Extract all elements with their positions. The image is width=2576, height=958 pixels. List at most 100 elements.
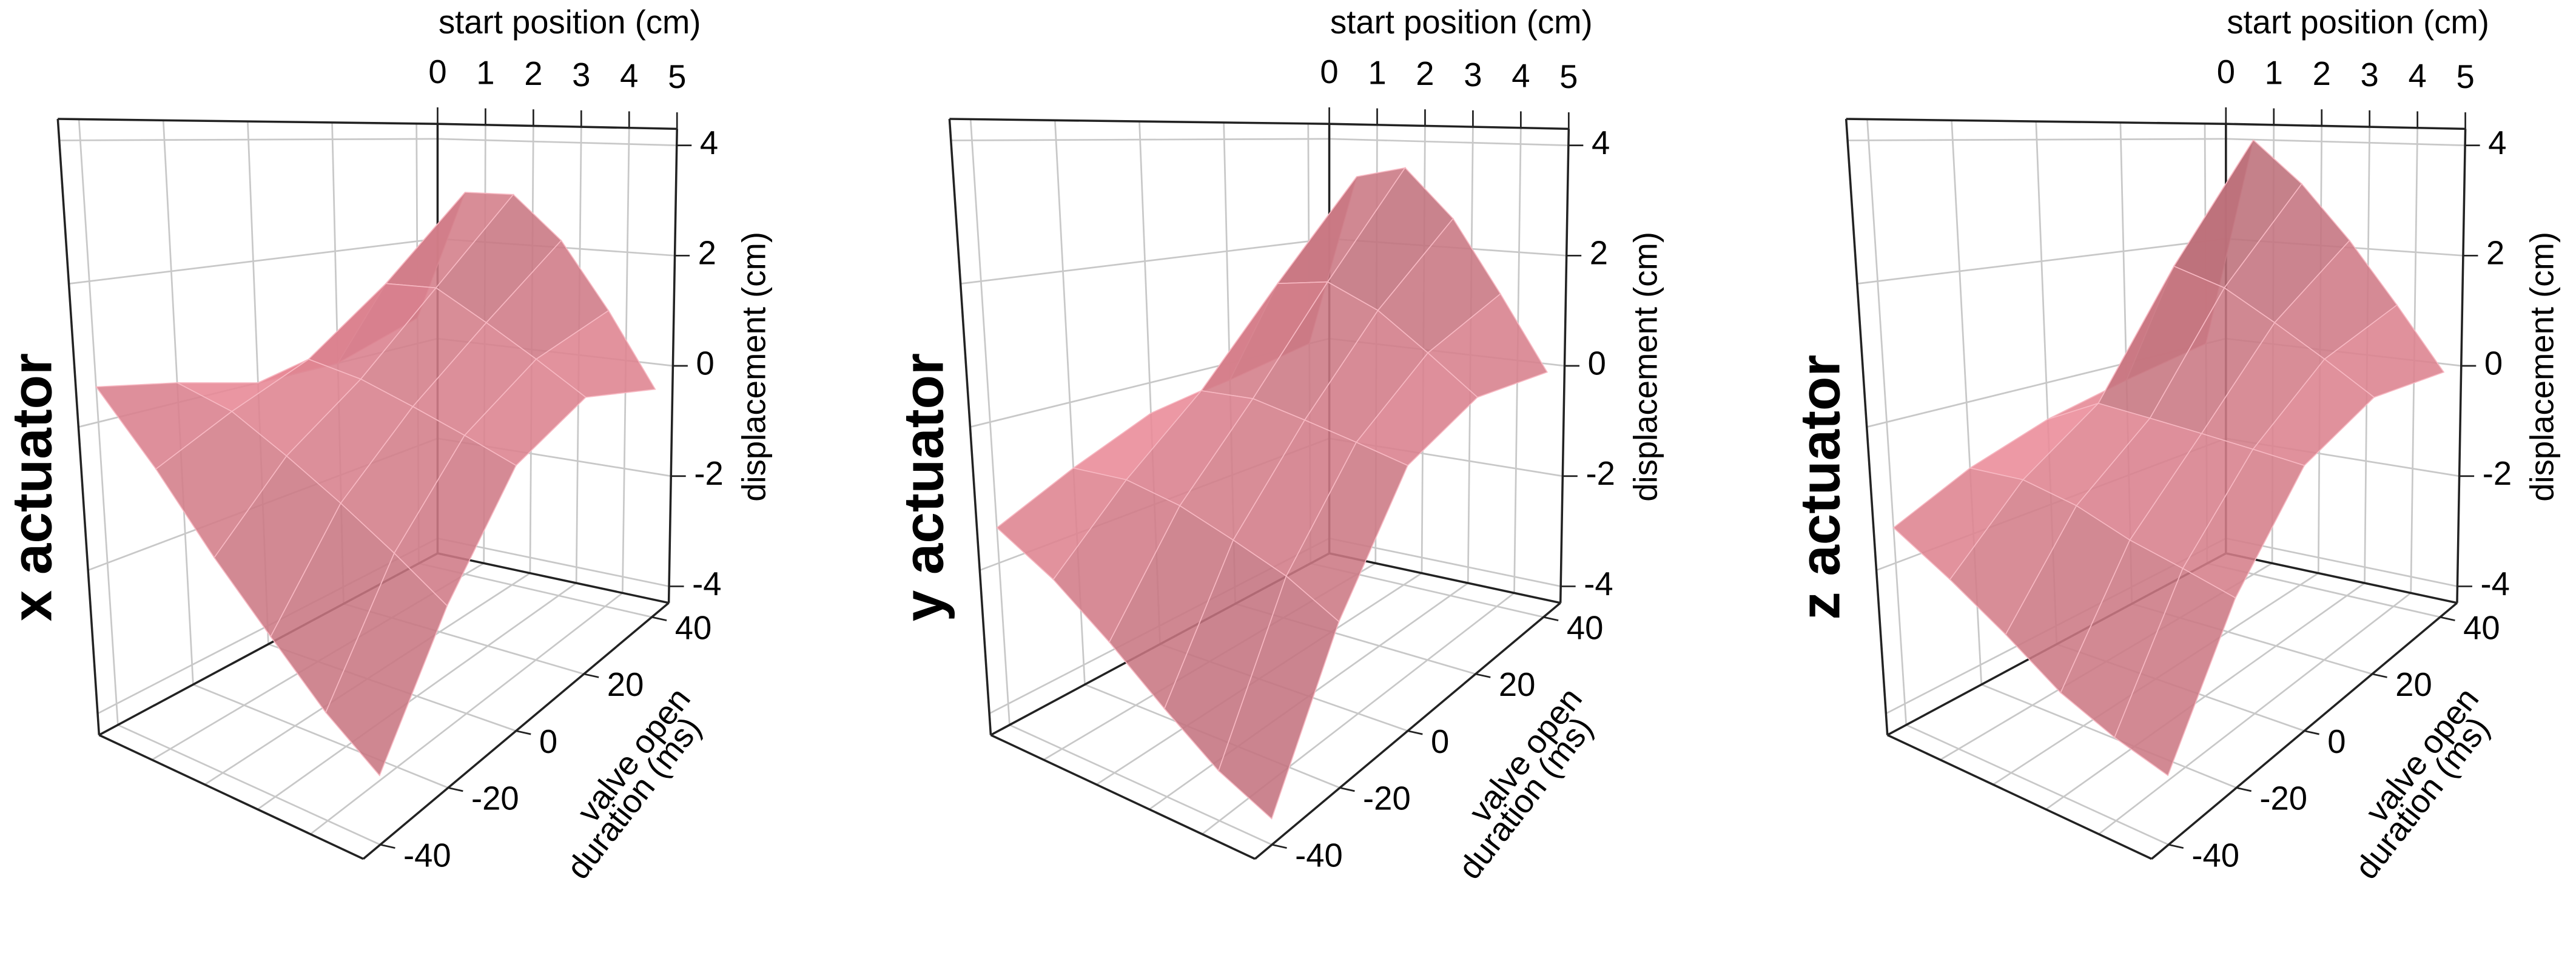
panel-title: z actuator xyxy=(1789,355,1852,620)
box-edge xyxy=(1329,123,1569,130)
z-tick-label: -2 xyxy=(2483,455,2512,492)
surface-patch xyxy=(1217,575,1340,820)
grid-line xyxy=(1329,138,1569,146)
x-tick-label: 1 xyxy=(1368,55,1386,92)
grid-line xyxy=(1866,119,1908,725)
x-axis-title: start position (cm) xyxy=(2227,4,2489,41)
surface-patch xyxy=(325,552,448,777)
z-tick-label: -2 xyxy=(694,455,723,492)
grid-line xyxy=(437,138,677,146)
z-axis-title: displacement (cm) xyxy=(1627,232,1664,502)
z-tick-label: 2 xyxy=(698,235,716,272)
x-tick-label: 3 xyxy=(1464,56,1482,93)
x-tick-label: 2 xyxy=(524,55,542,92)
tick-mark xyxy=(1271,843,1287,849)
z-tick-label: -2 xyxy=(1586,455,1615,492)
grid-line xyxy=(969,119,1011,725)
box-edge xyxy=(2225,123,2466,130)
z-tick-label: 4 xyxy=(2488,124,2506,161)
y-tick-label: 40 xyxy=(1567,609,1604,646)
panel-title: x actuator xyxy=(0,353,63,621)
z-tick-label: -4 xyxy=(2481,565,2510,602)
tick-mark xyxy=(516,730,531,735)
grid-line xyxy=(1906,724,2169,846)
grid-line xyxy=(78,119,119,725)
grid-line xyxy=(2225,138,2466,146)
y-tick-label: 40 xyxy=(675,609,712,646)
tick-mark xyxy=(583,673,599,678)
y-tick-label: 20 xyxy=(2395,666,2432,703)
box-edge xyxy=(1329,552,1561,604)
z-tick-label: 4 xyxy=(700,124,718,161)
y-tick-label: 0 xyxy=(1431,723,1449,760)
box-edge xyxy=(2225,552,2458,604)
y-tick-label: -40 xyxy=(403,837,451,874)
y-tick-label: 20 xyxy=(1499,666,1536,703)
tick-mark xyxy=(1407,730,1423,735)
tick-mark xyxy=(380,843,395,849)
box-edge xyxy=(437,123,678,130)
tick-mark xyxy=(1339,787,1355,792)
x-tick-label: 5 xyxy=(668,58,686,95)
grid-line xyxy=(117,724,381,846)
grid-line xyxy=(2225,537,2458,587)
y-tick-label: -40 xyxy=(2191,837,2239,874)
z-tick-label: 0 xyxy=(696,345,715,382)
x-tick-label: 2 xyxy=(2313,55,2331,92)
x-tick-label: 4 xyxy=(1512,57,1530,94)
tick-mark xyxy=(1475,673,1491,678)
tick-mark xyxy=(448,787,463,792)
box-edge xyxy=(98,734,364,860)
y-tick-label: -20 xyxy=(471,780,519,817)
y-tick-label: 0 xyxy=(2327,723,2346,760)
z-axis-title: displacement (cm) xyxy=(735,232,772,502)
grid-line xyxy=(192,684,449,789)
tick-mark xyxy=(651,616,667,621)
grid-line xyxy=(1009,724,1273,846)
z-tick-label: 2 xyxy=(2486,235,2504,272)
x-tick-label: 0 xyxy=(1320,53,1338,90)
z-tick-label: 2 xyxy=(1590,235,1608,272)
x-tick-label: 0 xyxy=(2217,53,2235,90)
x-tick-label: 1 xyxy=(2265,55,2283,92)
y-tick-label: -20 xyxy=(1363,780,1411,817)
y-tick-label: 0 xyxy=(539,723,557,760)
box-edge xyxy=(56,118,101,735)
z-tick-label: -4 xyxy=(1584,565,1613,602)
box-edge xyxy=(949,118,1330,125)
y-tick-label: 40 xyxy=(2463,609,2500,646)
x-tick-label: 2 xyxy=(1416,55,1434,92)
tick-mark xyxy=(2440,616,2455,621)
y-tick-label: -20 xyxy=(2259,780,2307,817)
tick-mark xyxy=(2372,673,2387,678)
x-tick-label: 4 xyxy=(2408,57,2426,94)
x-tick-label: 1 xyxy=(476,55,494,92)
tick-mark xyxy=(2168,843,2184,849)
tick-mark xyxy=(1543,616,1559,621)
z-tick-label: -4 xyxy=(692,565,721,602)
x-tick-label: 4 xyxy=(620,57,638,94)
box-edge xyxy=(990,734,1256,860)
x-axis-title: start position (cm) xyxy=(1330,4,1593,41)
box-edge xyxy=(1846,118,2226,125)
panel-title: y actuator xyxy=(892,353,955,621)
x-tick-label: 5 xyxy=(2456,58,2474,95)
x-axis-title: start position (cm) xyxy=(439,4,701,41)
box-edge xyxy=(1845,118,1889,735)
y-tick-label: -40 xyxy=(1295,837,1343,874)
z-tick-label: 0 xyxy=(2484,345,2503,382)
z-tick-label: 4 xyxy=(1592,124,1610,161)
box-edge xyxy=(1886,734,2153,860)
tick-mark xyxy=(2304,730,2319,735)
box-edge xyxy=(437,552,669,604)
box-edge xyxy=(948,118,992,735)
z-tick-label: 0 xyxy=(1588,345,1606,382)
z-axis-title: displacement (cm) xyxy=(2524,232,2561,502)
x-tick-label: 5 xyxy=(1559,58,1578,95)
grid-line xyxy=(1981,684,2237,789)
